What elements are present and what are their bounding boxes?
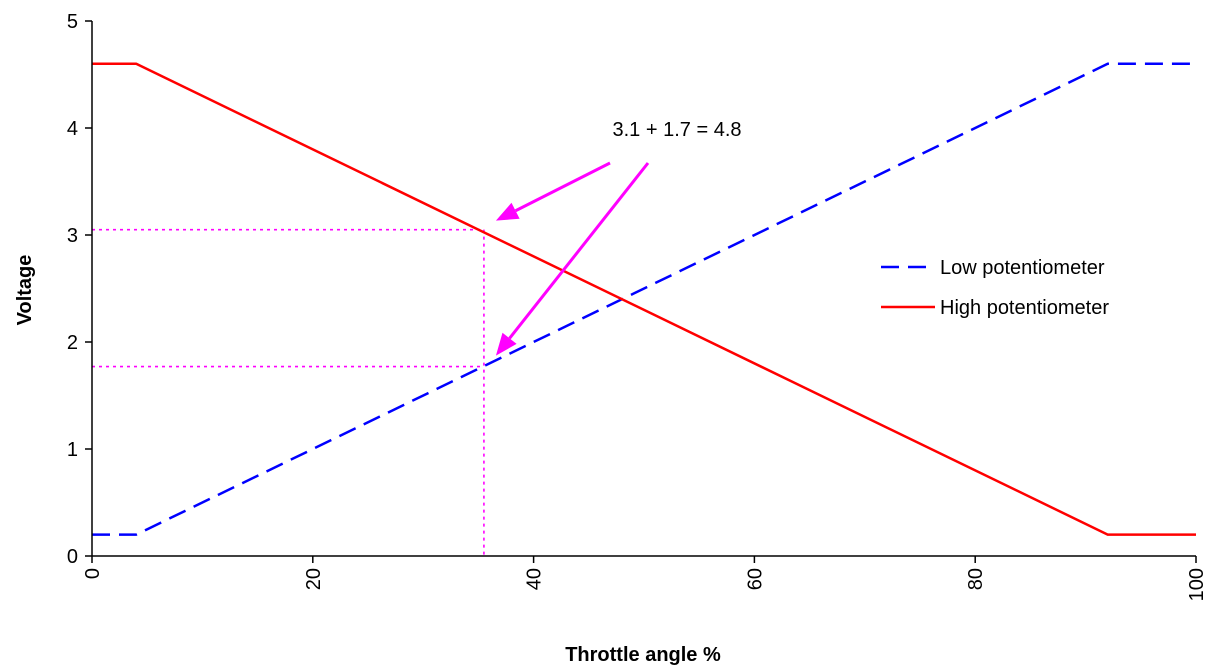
legend-label: Low potentiometer [940,257,1105,279]
annotation-arrow-high [495,161,611,221]
y-tick-label: 4 [67,118,78,140]
arrow-head [495,332,517,356]
x-tick-label: 100 [1186,568,1208,601]
arrow-shaft [508,162,650,340]
legend-item-high: High potentiometer [881,297,1109,319]
y-axis-title: Voltage [14,255,36,326]
x-tick-label: 60 [744,568,766,590]
y-tick-label: 3 [67,225,78,247]
x-tick-label: 40 [524,568,546,590]
reference-lines [92,228,485,556]
series-layer [92,62,1196,536]
x-tick-label: 20 [303,568,325,590]
y-tick-label: 0 [67,546,78,568]
legend-label: High potentiometer [940,297,1109,319]
x-tick-label: 80 [965,568,987,590]
x-axis-title: Throttle angle % [565,644,721,666]
series-line-high [92,62,1196,536]
annotation-label: 3.1 + 1.7 = 4.8 [613,119,742,141]
legend: Low potentiometer High potentiometer [881,257,1109,319]
axes [91,21,1196,557]
arrow-shaft [514,161,611,213]
legend-item-low: Low potentiometer [881,257,1105,279]
arrow-head [495,202,520,221]
x-tick-label: 0 [82,568,104,579]
annotation: 3.1 + 1.7 = 4.8 [495,119,742,356]
y-tick-label: 5 [67,11,78,33]
y-tick-label: 1 [67,439,78,461]
ticks: 0 1 2 3 4 5 0 20 40 60 80 100 [67,11,1208,601]
annotation-arrow-low [495,162,650,356]
y-tick-label: 2 [67,332,78,354]
